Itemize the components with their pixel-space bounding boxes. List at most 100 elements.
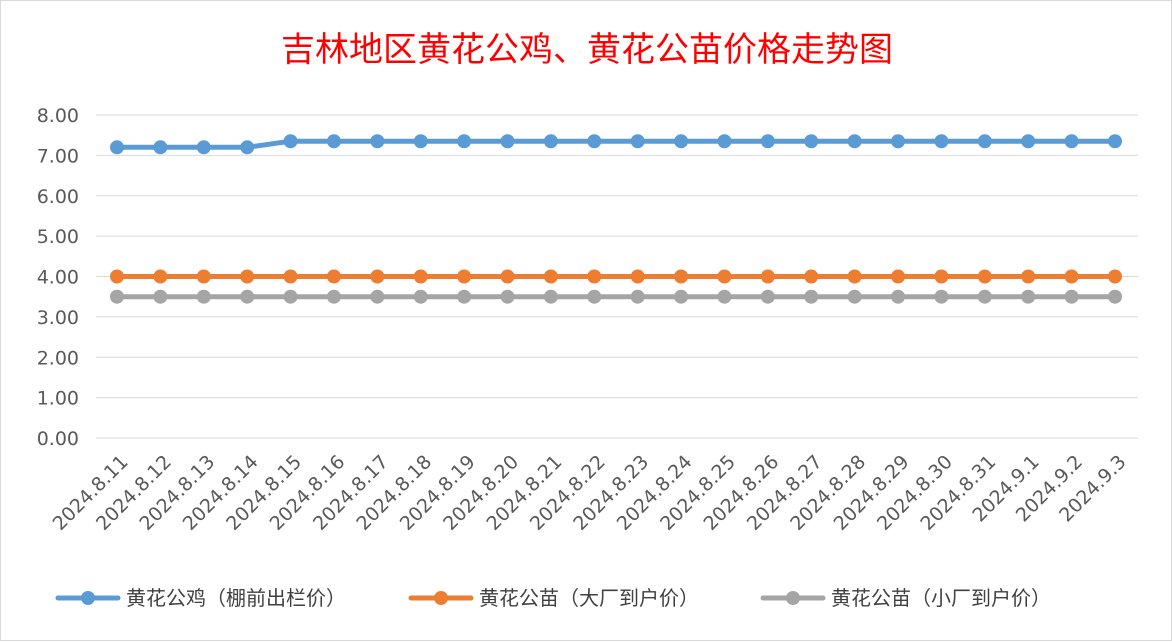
y-tick-label: 1.00 (37, 388, 79, 410)
y-tick-label: 4.00 (37, 267, 79, 289)
data-point (1108, 269, 1122, 284)
data-point (717, 134, 732, 149)
data-point (370, 269, 385, 284)
data-point (587, 289, 602, 304)
data-point (240, 140, 255, 155)
data-point (977, 289, 992, 304)
data-point (587, 269, 602, 284)
data-point (630, 134, 645, 149)
series-line (114, 138, 1118, 150)
legend-label: 黄花公苗（大厂到户价） (479, 586, 699, 610)
data-point (196, 289, 211, 304)
data-point (674, 289, 689, 304)
y-tick-label: 2.00 (37, 347, 79, 369)
data-point (934, 289, 949, 304)
data-point (543, 269, 558, 284)
data-point (1108, 289, 1122, 304)
data-point (283, 289, 298, 304)
legend-label: 黄花公鸡（棚前出栏价） (126, 586, 346, 610)
data-point (153, 289, 168, 304)
data-point (934, 269, 949, 284)
data-point (283, 269, 298, 284)
data-point (500, 269, 515, 284)
data-point (587, 134, 602, 149)
data-point (847, 134, 862, 149)
data-point (110, 269, 124, 284)
series-2 (110, 269, 1122, 284)
data-point (1021, 269, 1036, 284)
data-point (891, 289, 906, 304)
data-point (717, 269, 732, 284)
data-point (674, 269, 689, 284)
legend-label: 黄花公苗（小厂到户价） (831, 586, 1051, 610)
legend: 黄花公鸡（棚前出栏价） 黄花公苗（大厂到户价） 黄花公苗（小厂到户价） (55, 586, 1051, 610)
y-tick-label: 3.00 (37, 307, 79, 329)
data-point (457, 134, 472, 149)
data-point (717, 289, 732, 304)
data-point (543, 289, 558, 304)
y-tick-label: 8.00 (37, 105, 79, 127)
data-point (326, 269, 341, 284)
series-1 (110, 134, 1122, 155)
data-point (847, 289, 862, 304)
y-tick-label: 6.00 (37, 186, 79, 208)
data-point (326, 289, 341, 304)
data-point (760, 289, 775, 304)
data-point (1021, 134, 1036, 149)
data-point (110, 289, 124, 304)
data-point (804, 134, 819, 149)
series-lines (110, 134, 1122, 304)
data-point (977, 134, 992, 149)
data-point (891, 269, 906, 284)
data-point (1064, 269, 1079, 284)
data-point (760, 134, 775, 149)
y-tick-label: 7.00 (37, 145, 79, 167)
legend-swatch-marker (786, 591, 800, 605)
data-point (196, 269, 211, 284)
data-point (110, 140, 124, 155)
legend-item: 黄花公鸡（棚前出栏价） (55, 586, 346, 610)
data-point (413, 269, 428, 284)
data-point (196, 140, 211, 155)
x-axis-ticks: 2024.8.112024.8.122024.8.132024.8.142024… (49, 451, 1131, 535)
data-point (153, 269, 168, 284)
data-point (847, 269, 862, 284)
data-point (283, 134, 298, 149)
y-axis-ticks: 0.00 1.00 2.00 3.00 4.00 5.00 6.00 7.00 8.00 (37, 105, 79, 450)
legend-item: 黄花公苗（大厂到户价） (408, 586, 699, 610)
data-point (370, 289, 385, 304)
data-point (240, 289, 255, 304)
data-point (891, 134, 906, 149)
data-point (153, 140, 168, 155)
chart-title: 吉林地区黄花公鸡、黄花公苗价格走势图 (281, 30, 893, 70)
data-point (1064, 289, 1079, 304)
data-point (413, 289, 428, 304)
legend-swatch-marker (434, 591, 448, 605)
data-point (543, 134, 558, 149)
data-point (804, 289, 819, 304)
y-tick-label: 5.00 (37, 226, 79, 248)
data-point (760, 269, 775, 284)
data-point (457, 289, 472, 304)
data-point (977, 269, 992, 284)
y-tick-label: 0.00 (37, 428, 79, 450)
data-point (370, 134, 385, 149)
data-point (413, 134, 428, 149)
data-point (1108, 134, 1122, 149)
data-point (457, 269, 472, 284)
data-point (1021, 289, 1036, 304)
data-point (934, 134, 949, 149)
data-point (804, 269, 819, 284)
data-point (1064, 134, 1079, 149)
data-point (326, 134, 341, 149)
legend-item: 黄花公苗（小厂到户价） (760, 586, 1051, 610)
data-point (630, 289, 645, 304)
data-point (500, 289, 515, 304)
data-point (674, 134, 689, 149)
series-3 (110, 289, 1122, 304)
data-point (240, 269, 255, 284)
data-point (630, 269, 645, 284)
legend-swatch-marker (81, 591, 95, 605)
